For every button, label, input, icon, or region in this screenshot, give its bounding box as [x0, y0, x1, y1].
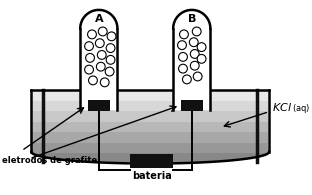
Circle shape — [95, 39, 104, 48]
Circle shape — [89, 76, 97, 85]
Bar — [173, 28, 210, 110]
Circle shape — [189, 38, 198, 47]
Text: eletrodos de grafite: eletrodos de grafite — [2, 156, 97, 165]
Bar — [32, 132, 268, 143]
Polygon shape — [80, 10, 117, 28]
Bar — [32, 111, 268, 122]
Circle shape — [88, 30, 96, 39]
Bar — [88, 100, 110, 111]
Circle shape — [192, 27, 201, 36]
Circle shape — [96, 62, 105, 71]
Circle shape — [178, 52, 188, 61]
Bar — [32, 143, 268, 153]
Circle shape — [190, 61, 199, 70]
Circle shape — [85, 42, 94, 51]
Circle shape — [98, 27, 107, 36]
Bar — [80, 28, 117, 110]
Polygon shape — [173, 10, 210, 28]
Circle shape — [105, 67, 114, 76]
Circle shape — [180, 30, 188, 39]
Circle shape — [97, 51, 106, 59]
Text: B: B — [188, 14, 196, 24]
Text: $\mathbf{\mathit{KCl}}$: $\mathbf{\mathit{KCl}}$ — [272, 101, 292, 113]
Text: $\mathregular{(aq)}$: $\mathregular{(aq)}$ — [292, 102, 310, 115]
Circle shape — [193, 72, 202, 81]
Circle shape — [107, 32, 116, 41]
Circle shape — [190, 50, 199, 58]
Bar — [32, 153, 268, 164]
Circle shape — [183, 75, 191, 84]
Circle shape — [106, 55, 115, 64]
Circle shape — [100, 78, 109, 87]
Circle shape — [106, 44, 115, 52]
Bar — [32, 90, 268, 101]
Bar — [32, 101, 268, 111]
Circle shape — [85, 65, 94, 74]
Bar — [181, 100, 202, 111]
Text: bateria: bateria — [132, 171, 172, 181]
Circle shape — [197, 43, 206, 51]
Polygon shape — [31, 152, 269, 164]
Bar — [32, 122, 268, 132]
Circle shape — [197, 54, 206, 63]
Bar — [130, 154, 173, 168]
Circle shape — [85, 53, 95, 62]
Circle shape — [178, 41, 186, 50]
Circle shape — [178, 64, 188, 73]
Text: A: A — [95, 14, 103, 24]
